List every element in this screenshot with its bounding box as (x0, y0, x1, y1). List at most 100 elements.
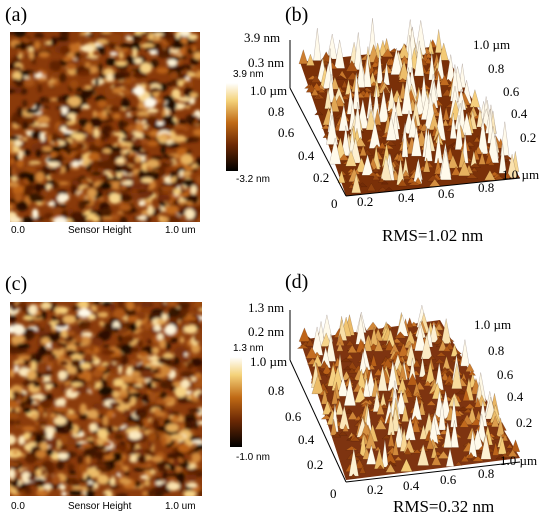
texture-spot (92, 369, 104, 378)
texture-spot (38, 51, 50, 58)
texture-spot (152, 346, 160, 355)
texture-spot (127, 65, 141, 69)
texture-spot (26, 172, 36, 184)
texture-spot (126, 302, 135, 311)
texture-spot (174, 386, 187, 398)
texture-spot (39, 42, 46, 51)
texture-spot (53, 405, 68, 413)
texture-spot (120, 175, 133, 180)
texture-spot (122, 32, 130, 38)
texture-spot (180, 176, 187, 180)
texture-spot (169, 315, 180, 323)
surface-peak (345, 340, 355, 346)
texture-spot (149, 87, 161, 93)
texture-spot (37, 124, 50, 128)
texture-spot (120, 81, 134, 85)
surface-peak (381, 439, 389, 468)
surface-peak (401, 77, 413, 115)
texture-spot (98, 62, 103, 73)
texture-spot (12, 449, 19, 455)
surface-peak (394, 331, 407, 339)
surface-peak (369, 81, 378, 86)
texture-spot (119, 185, 127, 190)
texture-spot (120, 478, 132, 485)
texture-spot (51, 315, 57, 322)
texture-spot (158, 215, 164, 222)
surface-peak (426, 174, 440, 182)
surface-peak (434, 322, 444, 331)
texture-spot (78, 320, 89, 330)
surface-peak (373, 144, 381, 149)
surface-peak (424, 57, 433, 64)
texture-spot (172, 458, 180, 467)
texture-spot (126, 450, 134, 455)
texture-spot (76, 87, 82, 93)
texture-spot (161, 435, 167, 447)
texture-spot (113, 378, 124, 386)
texture-spot (119, 164, 131, 173)
surface-peak (460, 455, 470, 462)
texture-spot (85, 456, 91, 465)
right-label-b-0: 1.0 µm (473, 37, 511, 52)
texture-spot (23, 407, 32, 414)
texture-spot (147, 339, 153, 344)
texture-spot (113, 132, 124, 137)
texture-spot (140, 32, 150, 37)
surface-peak (457, 406, 470, 411)
texture-spot (81, 199, 91, 205)
surface-peak (335, 399, 345, 415)
x-label-b-3: 0.8 (478, 180, 495, 195)
texture-spot (162, 353, 174, 359)
texture-spot (93, 417, 101, 423)
surface-peak (392, 439, 399, 456)
texture-spot (87, 126, 93, 134)
texture-spot (149, 130, 161, 137)
texture-spot (133, 386, 142, 390)
surface-peak (347, 344, 358, 353)
texture-spot (126, 124, 136, 131)
surface-peak (378, 89, 390, 123)
texture-spot (77, 455, 83, 465)
texture-spot (169, 71, 179, 80)
surface-peak (507, 449, 518, 457)
surface-peak (443, 345, 451, 352)
texture-spot (59, 117, 72, 122)
texture-spot (185, 76, 191, 81)
texture-spot (165, 423, 179, 432)
texture-spot (37, 430, 44, 435)
surface-peak (377, 177, 386, 183)
texture-spot (54, 202, 59, 208)
surface-peak (320, 389, 329, 405)
texture-spot (89, 143, 100, 155)
texture-spot (32, 126, 39, 130)
surface-peak (397, 77, 408, 83)
texture-spot (102, 323, 111, 333)
surface-peak (462, 388, 470, 401)
surface-peak (449, 420, 460, 448)
texture-spot (57, 370, 67, 380)
surface-peak (447, 154, 459, 169)
texture-spot (118, 365, 123, 374)
surface-peak (426, 400, 437, 406)
texture-spot (37, 77, 48, 82)
texture-spot (36, 351, 42, 359)
texture-spot (179, 55, 187, 59)
texture-spot (43, 329, 51, 334)
texture-spot (165, 378, 173, 388)
surface-peak (390, 48, 403, 75)
texture-spot (12, 391, 20, 398)
texture-spot (23, 327, 37, 339)
surface-peak (401, 121, 409, 158)
surface-peak (470, 167, 479, 172)
texture-spot (109, 302, 116, 313)
texture-spot (112, 71, 127, 81)
texture-spot (113, 326, 119, 333)
texture-spot (14, 192, 23, 203)
texture-spot (95, 461, 105, 465)
texture-spot (156, 319, 166, 325)
texture-spot (187, 34, 198, 40)
surface-peak (371, 167, 380, 173)
texture-spot (146, 108, 159, 113)
texture-spot (34, 41, 41, 49)
texture-spot (18, 172, 28, 180)
